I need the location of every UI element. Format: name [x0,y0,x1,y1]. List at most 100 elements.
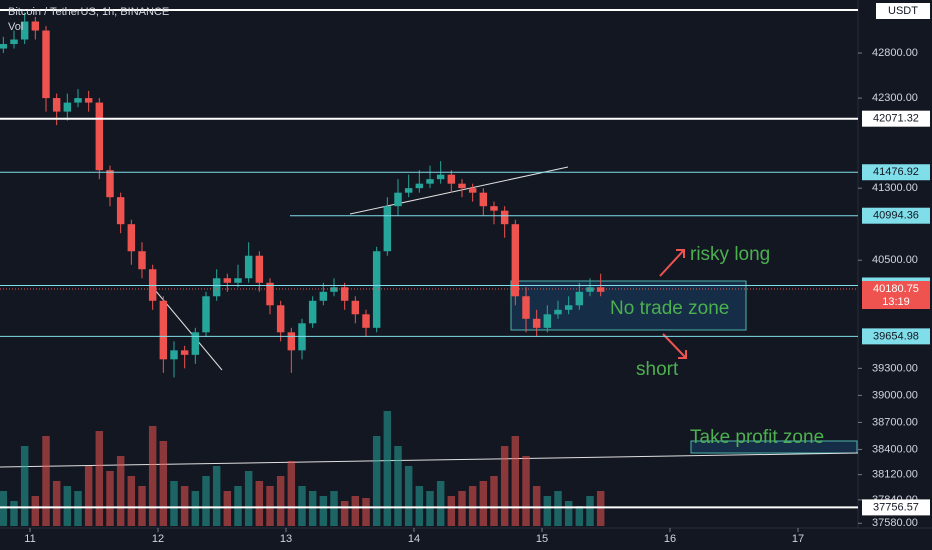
volume-bar [426,491,434,526]
arrow-up [659,249,685,277]
volume-bar [586,496,594,526]
candle-body [0,44,8,49]
candle-body [106,170,114,198]
candle-body [180,350,189,355]
candle-body [223,278,232,283]
candle-body [191,332,200,355]
volume-bar [20,446,29,526]
candle-body [31,21,40,31]
candle-body [20,21,29,40]
candle-body [351,300,360,315]
marks: 42800.00 42300.00 41300.00 40500.00 39300.00… [0,12,930,545]
candle-body [287,332,296,351]
volume-bar [244,471,253,526]
annotation: risky long [690,244,770,265]
volume-bar [202,476,210,526]
candle-body [468,188,477,193]
candle-body [266,282,274,306]
volume-bar [500,446,509,526]
candle-body [212,278,221,297]
candle-body [127,224,136,252]
y-tick-label: 42800.00 [872,47,918,59]
candle-body [362,314,370,328]
volume-bar [116,456,125,526]
take-profit-zone [690,440,858,454]
volume-bar [554,491,562,526]
x-tick-label: 17 [792,533,804,545]
volume-bar [362,498,370,526]
volume-bar [223,491,232,526]
candle-body [95,102,104,171]
annotation: No trade zone [610,298,729,319]
candle-body [564,305,573,310]
symbol-title: Bitcoin / TetherUS, 1h, BINANCE [8,6,169,18]
candle-body [415,183,424,189]
volume-bar [404,466,413,526]
candle-body [596,287,605,292]
candle-body [308,300,317,324]
candle-body [458,183,466,189]
volume-bar [447,496,456,526]
x-tick-label: 15 [536,533,548,545]
candle-body [511,224,520,297]
candle-body [42,30,50,99]
volume-bar [383,411,392,526]
level-tag [862,328,930,345]
x-tick-label: 12 [152,533,164,545]
level-tag [862,164,930,181]
volume-bar [138,486,146,526]
candle-body [575,291,584,306]
volume-bar [458,491,466,526]
volume-bar [266,486,274,526]
volume-bar [522,456,530,526]
volume-bar [52,481,61,526]
volume-bar [95,431,104,526]
annotation: Take profit zone [690,427,824,448]
level-tag [862,499,930,516]
candle-body [372,251,381,328]
volume-bar [287,461,296,526]
volume-bar [490,476,498,526]
candle-body [330,287,338,292]
volume-bar [234,486,242,526]
candle-body [234,278,242,283]
candle-body [244,255,253,279]
candle-body [404,188,413,193]
candle-body [52,98,61,112]
candle-body [63,102,72,112]
volume-bar [319,496,328,526]
y-tick-label: 38120.00 [872,469,918,481]
candle-body [340,287,349,301]
candle-body [255,255,264,283]
volume-bar [148,426,157,526]
candle-body [276,305,285,333]
level-tag [862,207,930,224]
candle-body [394,192,402,207]
trend-line [0,452,859,468]
x-tick-label: 16 [664,533,676,545]
last-price-tag [862,281,930,310]
currency-label: USDT [888,5,918,17]
candle-body [490,206,498,211]
volume-bar [276,476,285,526]
volume-bar [298,486,306,526]
volume-bar [372,436,381,526]
x-tick-label: 13 [280,533,292,545]
volume-label: Vol [8,21,23,33]
candle-body [116,197,125,225]
volume-bar [308,491,317,526]
currency-tag [876,3,930,19]
volume-bar [394,446,402,526]
volume-bar [84,466,93,526]
volume-bar [170,481,178,526]
y-tick-label: 41300.00 [872,182,918,194]
volume-bar [479,481,488,526]
candle-body [159,300,168,360]
y-tick-label: 39000.00 [872,389,918,401]
level-tag-label: 40994.36 [873,210,919,222]
level-tag [862,110,930,127]
volume-bar [436,481,445,526]
y-tick-label: 39300.00 [872,362,918,374]
